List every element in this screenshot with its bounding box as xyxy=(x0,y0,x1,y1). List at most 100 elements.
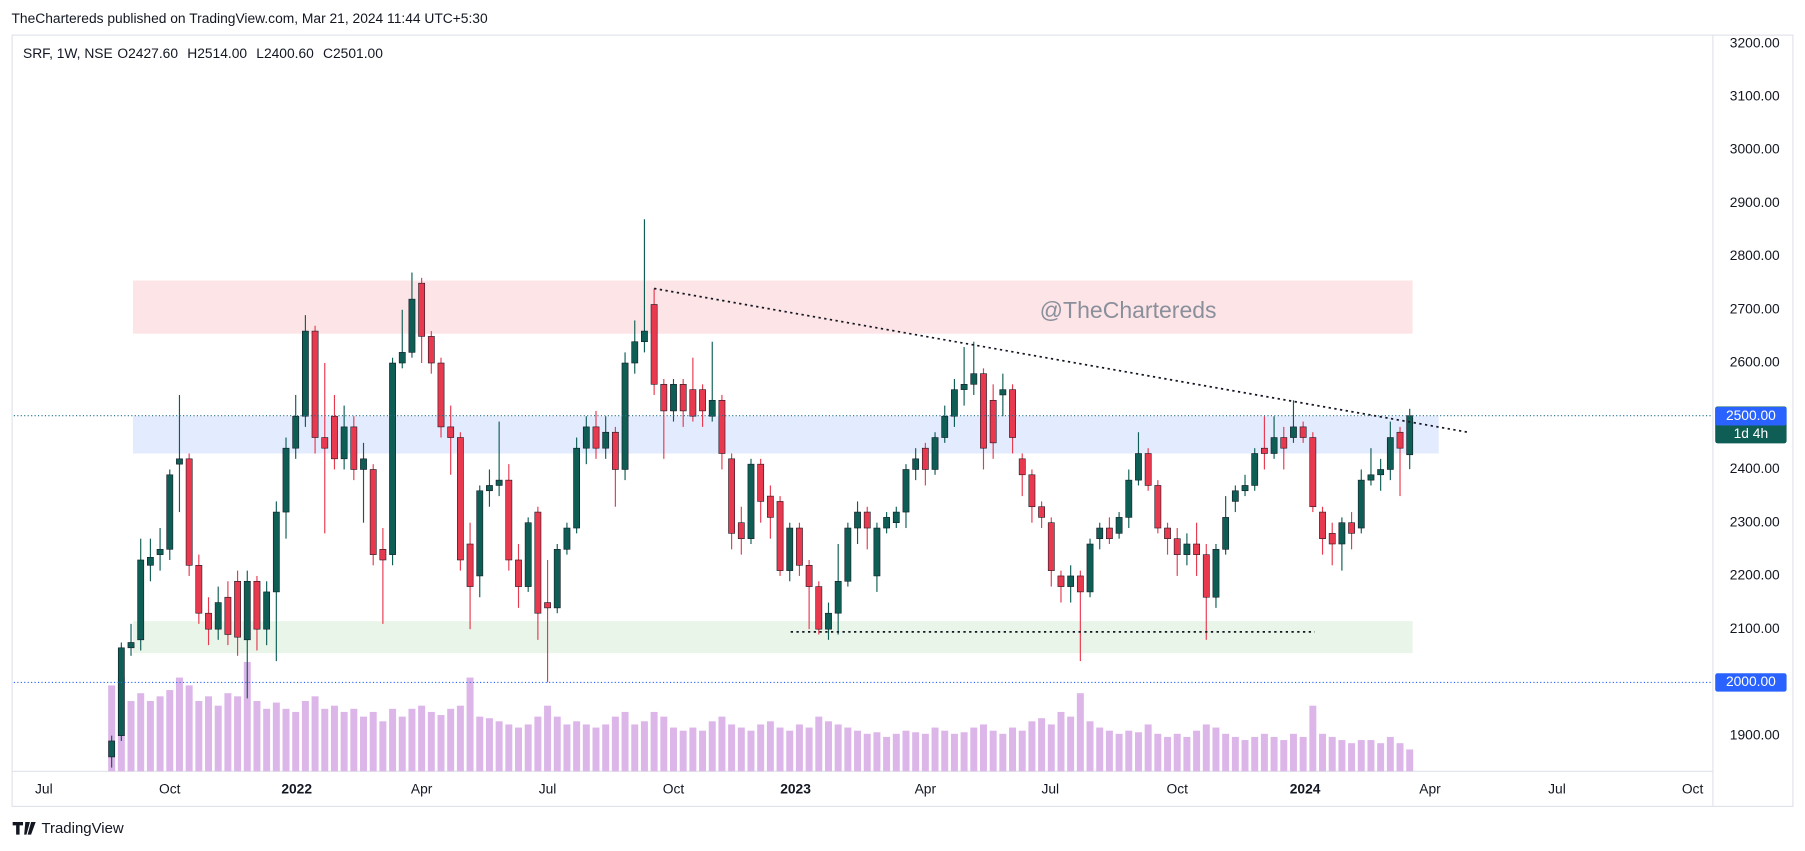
candle xyxy=(369,464,377,566)
volume-bar xyxy=(737,727,745,772)
body xyxy=(389,362,396,555)
body xyxy=(137,559,145,641)
candle xyxy=(766,485,774,539)
volume-bar xyxy=(146,701,154,772)
volume-bar xyxy=(447,708,455,772)
body xyxy=(573,447,581,529)
volume-bar xyxy=(1270,736,1278,772)
volume-bar xyxy=(301,701,309,772)
x-tick-label: Jul xyxy=(1041,780,1059,796)
volume-bar xyxy=(1134,732,1142,772)
body xyxy=(127,642,135,649)
candle xyxy=(1086,538,1094,598)
volume-bar xyxy=(786,730,794,772)
price-label-box xyxy=(1715,407,1787,426)
body xyxy=(1047,522,1055,571)
candle xyxy=(321,363,329,534)
volume-bar xyxy=(1338,740,1346,772)
candle xyxy=(1357,469,1365,534)
volume-bar xyxy=(766,721,774,772)
volume-bar xyxy=(1183,736,1191,772)
body xyxy=(786,527,794,571)
volume-bar xyxy=(524,724,532,772)
body xyxy=(1338,522,1346,545)
body xyxy=(1086,543,1094,593)
volume-bar xyxy=(1144,724,1152,772)
volume-bar xyxy=(1386,736,1394,772)
candle xyxy=(1106,517,1113,545)
volume-bar xyxy=(340,711,348,772)
candle xyxy=(611,426,619,507)
volume-bar xyxy=(1260,733,1268,772)
candle xyxy=(747,458,755,545)
candle xyxy=(1183,533,1191,566)
candle xyxy=(854,501,861,545)
volume-bar xyxy=(563,724,571,772)
volume-bar xyxy=(398,716,406,772)
volume-bar xyxy=(485,718,493,772)
body xyxy=(1018,458,1026,476)
volume-bar xyxy=(505,724,513,772)
candle xyxy=(1009,384,1016,454)
body xyxy=(815,586,823,630)
candle xyxy=(1193,522,1200,576)
candle xyxy=(1047,517,1055,587)
body xyxy=(718,399,726,454)
volume-bar xyxy=(224,693,232,772)
drawings xyxy=(13,287,1713,683)
candle xyxy=(728,453,736,550)
body xyxy=(456,437,464,561)
volume-bar xyxy=(795,724,803,772)
body xyxy=(960,384,968,390)
candle xyxy=(427,331,435,374)
volume-bar xyxy=(912,732,920,772)
x-tick-label: Oct xyxy=(663,780,685,796)
body xyxy=(1212,549,1220,598)
candle xyxy=(137,538,145,651)
candle xyxy=(166,469,174,560)
volume-bar xyxy=(854,730,862,772)
candle xyxy=(331,394,338,470)
candle xyxy=(815,581,823,635)
volume-bar xyxy=(602,724,610,772)
body xyxy=(1057,575,1065,587)
body xyxy=(1106,527,1113,539)
volume-bar xyxy=(679,730,687,772)
candle xyxy=(621,352,629,481)
x-tick-label: Apr xyxy=(411,780,433,796)
volume-bar xyxy=(621,711,629,772)
candle xyxy=(650,288,658,395)
ohlc-value: L2400.60 xyxy=(256,45,314,61)
candle xyxy=(1377,458,1385,491)
body xyxy=(592,426,600,449)
y-tick-label: 1900.00 xyxy=(1730,726,1780,742)
body xyxy=(553,549,561,609)
body xyxy=(1241,485,1249,492)
candle xyxy=(524,517,532,592)
volume-bar xyxy=(573,721,581,772)
body xyxy=(1386,437,1394,470)
candle xyxy=(389,357,396,566)
volume-bar xyxy=(1038,718,1046,772)
body xyxy=(1164,527,1171,539)
candle xyxy=(980,368,987,470)
body xyxy=(689,389,697,417)
volume-bar xyxy=(1009,727,1017,772)
volume-bar xyxy=(1280,740,1288,772)
body xyxy=(951,389,958,417)
volume-bar xyxy=(369,711,377,772)
candle xyxy=(302,315,309,427)
candles xyxy=(108,219,1414,768)
volume-bar xyxy=(699,730,707,772)
volume-bar xyxy=(979,724,987,772)
candle xyxy=(1018,453,1026,497)
volume-bar xyxy=(728,724,736,772)
volume-bar xyxy=(1076,693,1084,772)
volume-bar xyxy=(253,701,261,772)
body xyxy=(834,580,842,614)
price-label: 2000.00 xyxy=(1726,673,1776,689)
body xyxy=(670,384,677,412)
volume-bar xyxy=(1289,733,1297,772)
volume-bar xyxy=(1086,721,1094,772)
